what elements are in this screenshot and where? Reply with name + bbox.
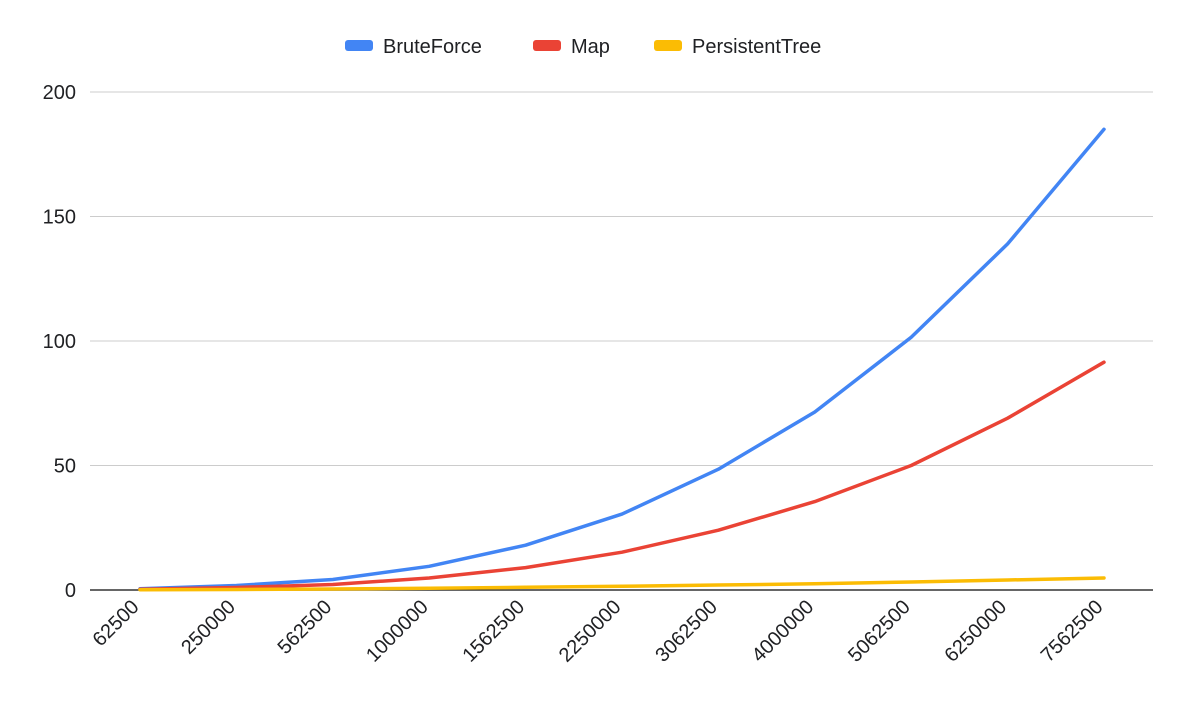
y-axis: 0 50 100 150 200 [43,82,76,602]
y-tick-label: 100 [43,331,76,353]
x-tick-label: 5062500 [844,596,915,667]
legend-label-map: Map [571,36,610,58]
x-tick-label: 7562500 [1037,596,1108,667]
x-tick-label: 6250000 [941,596,1012,667]
x-tick-label: 4000000 [748,596,819,667]
legend-swatch-map [533,40,561,51]
y-gridlines [90,91,1153,466]
series-lines [138,127,1106,592]
series-line-bruteforce [138,127,1106,591]
y-tick-label: 150 [43,207,76,229]
y-tick-label: 50 [54,456,76,478]
x-tick-label: 2250000 [555,596,626,667]
legend-label-persistenttree: PersistentTree [692,36,821,58]
series-line-persistenttree [138,576,1106,592]
y-tick-label: 0 [65,580,76,602]
y-tick-label: 200 [43,82,76,104]
x-tick-label: 62500 [89,596,144,651]
x-tick-label: 3062500 [651,596,722,667]
legend-swatch-bruteforce [345,40,373,51]
legend-label-bruteforce: BruteForce [383,36,482,58]
x-tick-label: 250000 [177,596,240,659]
x-axis: 62500 250000 562500 1000000 1562500 2250000 30… [89,589,1153,667]
x-tick-label: 562500 [274,596,337,659]
legend-swatch-persistenttree [654,40,682,51]
x-tick-label: 1562500 [459,596,530,667]
chart-legend: BruteForce Map PersistentTree [345,36,821,58]
x-tick-label: 1000000 [362,596,433,667]
series-line-map [138,360,1106,592]
